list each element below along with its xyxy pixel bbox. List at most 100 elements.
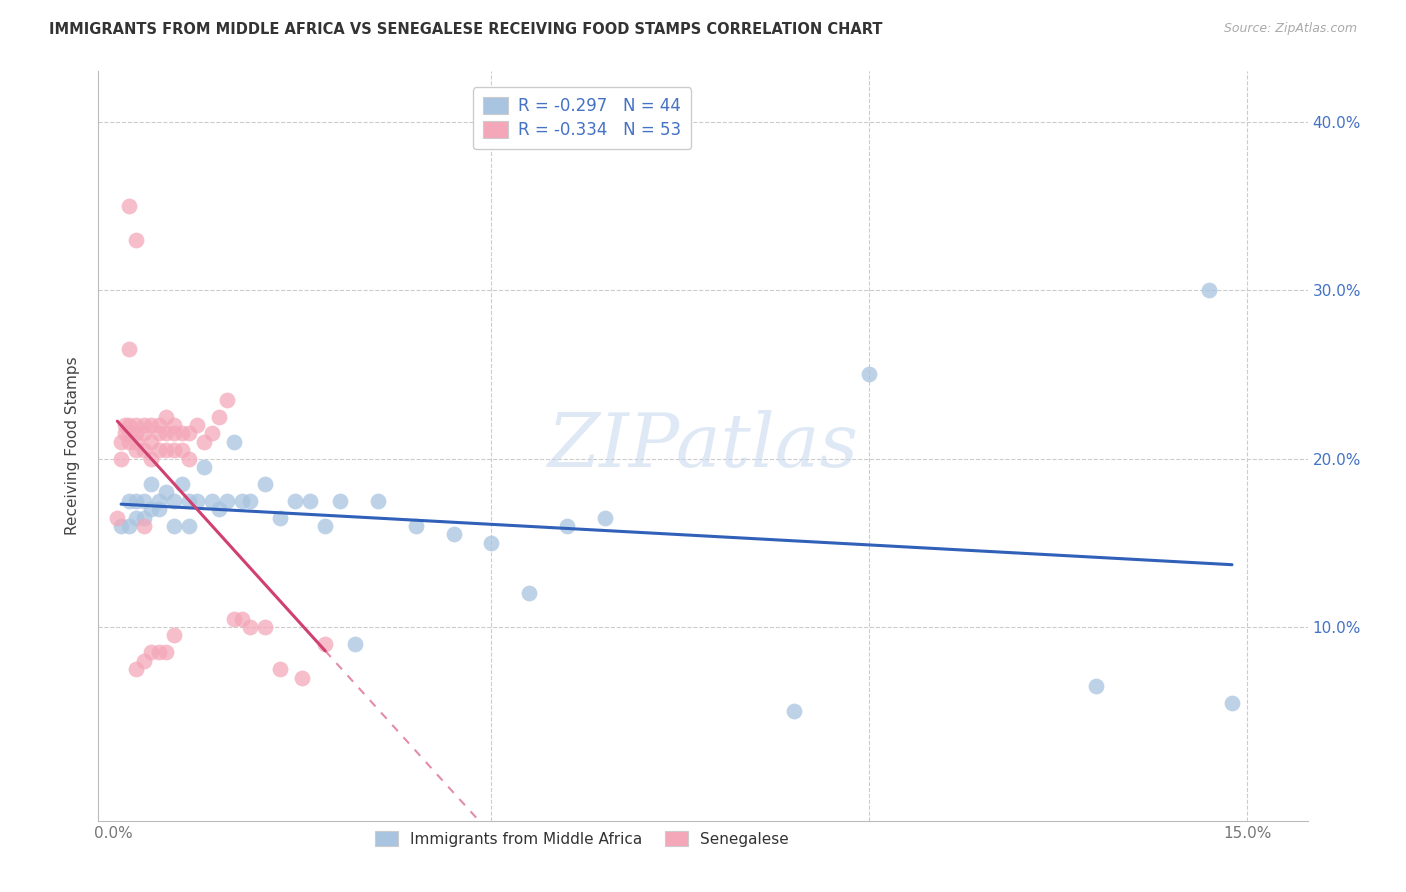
Point (443, 527, 465, 541)
Point (555, 519, 578, 533)
Point (201, 426, 224, 441)
Point (186, 417, 208, 432)
Point (163, 417, 186, 432)
Point (141, 502, 163, 516)
Point (141, 451, 163, 466)
Point (208, 409, 231, 424)
Point (299, 493, 322, 508)
Point (367, 493, 389, 508)
Text: Source: ZipAtlas.com: Source: ZipAtlas.com (1223, 22, 1357, 36)
Point (114, 417, 136, 432)
Point (132, 654, 155, 668)
Point (163, 628, 186, 642)
Point (163, 443, 186, 458)
Point (148, 417, 170, 432)
Point (141, 476, 163, 491)
Point (118, 519, 141, 533)
Point (118, 342, 141, 356)
Point (517, 586, 540, 600)
Point (155, 645, 177, 659)
Point (132, 426, 155, 441)
Point (114, 426, 136, 441)
Point (1220, 696, 1243, 710)
Point (118, 417, 141, 432)
Point (110, 434, 132, 449)
Point (231, 611, 253, 625)
Point (141, 434, 163, 449)
Point (405, 519, 427, 533)
Point (344, 637, 367, 651)
Point (118, 426, 141, 441)
Point (239, 620, 262, 634)
Point (118, 199, 141, 213)
Point (132, 510, 155, 524)
Point (170, 443, 193, 458)
Point (224, 611, 246, 625)
Point (148, 426, 170, 441)
Point (148, 502, 170, 516)
Point (148, 443, 170, 458)
Point (314, 637, 336, 651)
Point (593, 510, 616, 524)
Point (231, 493, 253, 508)
Point (125, 426, 148, 441)
Point (163, 519, 186, 533)
Point (239, 493, 262, 508)
Point (269, 662, 291, 676)
Point (110, 519, 132, 533)
Point (193, 460, 215, 475)
Point (314, 519, 336, 533)
Y-axis label: Receiving Food Stamps: Receiving Food Stamps (65, 357, 80, 535)
Point (132, 519, 155, 533)
Point (193, 434, 215, 449)
Point (170, 476, 193, 491)
Legend: Immigrants from Middle Africa, Senegalese: Immigrants from Middle Africa, Senegales… (367, 823, 797, 855)
Point (186, 493, 208, 508)
Point (132, 417, 155, 432)
Point (155, 443, 177, 458)
Point (110, 451, 132, 466)
Point (291, 671, 314, 685)
Point (215, 392, 238, 407)
Point (118, 493, 141, 508)
Point (179, 451, 201, 466)
Point (141, 645, 163, 659)
Point (125, 662, 148, 676)
Point (179, 519, 201, 533)
Point (179, 426, 201, 441)
Point (155, 426, 177, 441)
Point (329, 493, 352, 508)
Point (224, 434, 246, 449)
Text: ZIPatlas: ZIPatlas (547, 409, 859, 483)
Point (179, 493, 201, 508)
Point (253, 476, 276, 491)
Point (284, 493, 307, 508)
Text: IMMIGRANTS FROM MIDDLE AFRICA VS SENEGALESE RECEIVING FOOD STAMPS CORRELATION CH: IMMIGRANTS FROM MIDDLE AFRICA VS SENEGAL… (49, 22, 883, 37)
Point (125, 233, 148, 247)
Point (253, 620, 276, 634)
Point (1085, 679, 1108, 693)
Point (132, 493, 155, 508)
Point (782, 704, 804, 718)
Point (481, 536, 503, 550)
Point (170, 426, 193, 441)
Point (125, 434, 148, 449)
Point (105, 510, 128, 524)
Point (125, 443, 148, 458)
Point (208, 502, 231, 516)
Point (215, 493, 238, 508)
Point (163, 426, 186, 441)
Point (163, 493, 186, 508)
Point (141, 417, 163, 432)
Point (125, 510, 148, 524)
Point (125, 493, 148, 508)
Point (148, 493, 170, 508)
Point (269, 510, 291, 524)
Point (148, 645, 170, 659)
Point (1198, 283, 1220, 297)
Point (858, 368, 880, 382)
Point (155, 409, 177, 424)
Point (125, 417, 148, 432)
Point (118, 434, 141, 449)
Point (201, 493, 224, 508)
